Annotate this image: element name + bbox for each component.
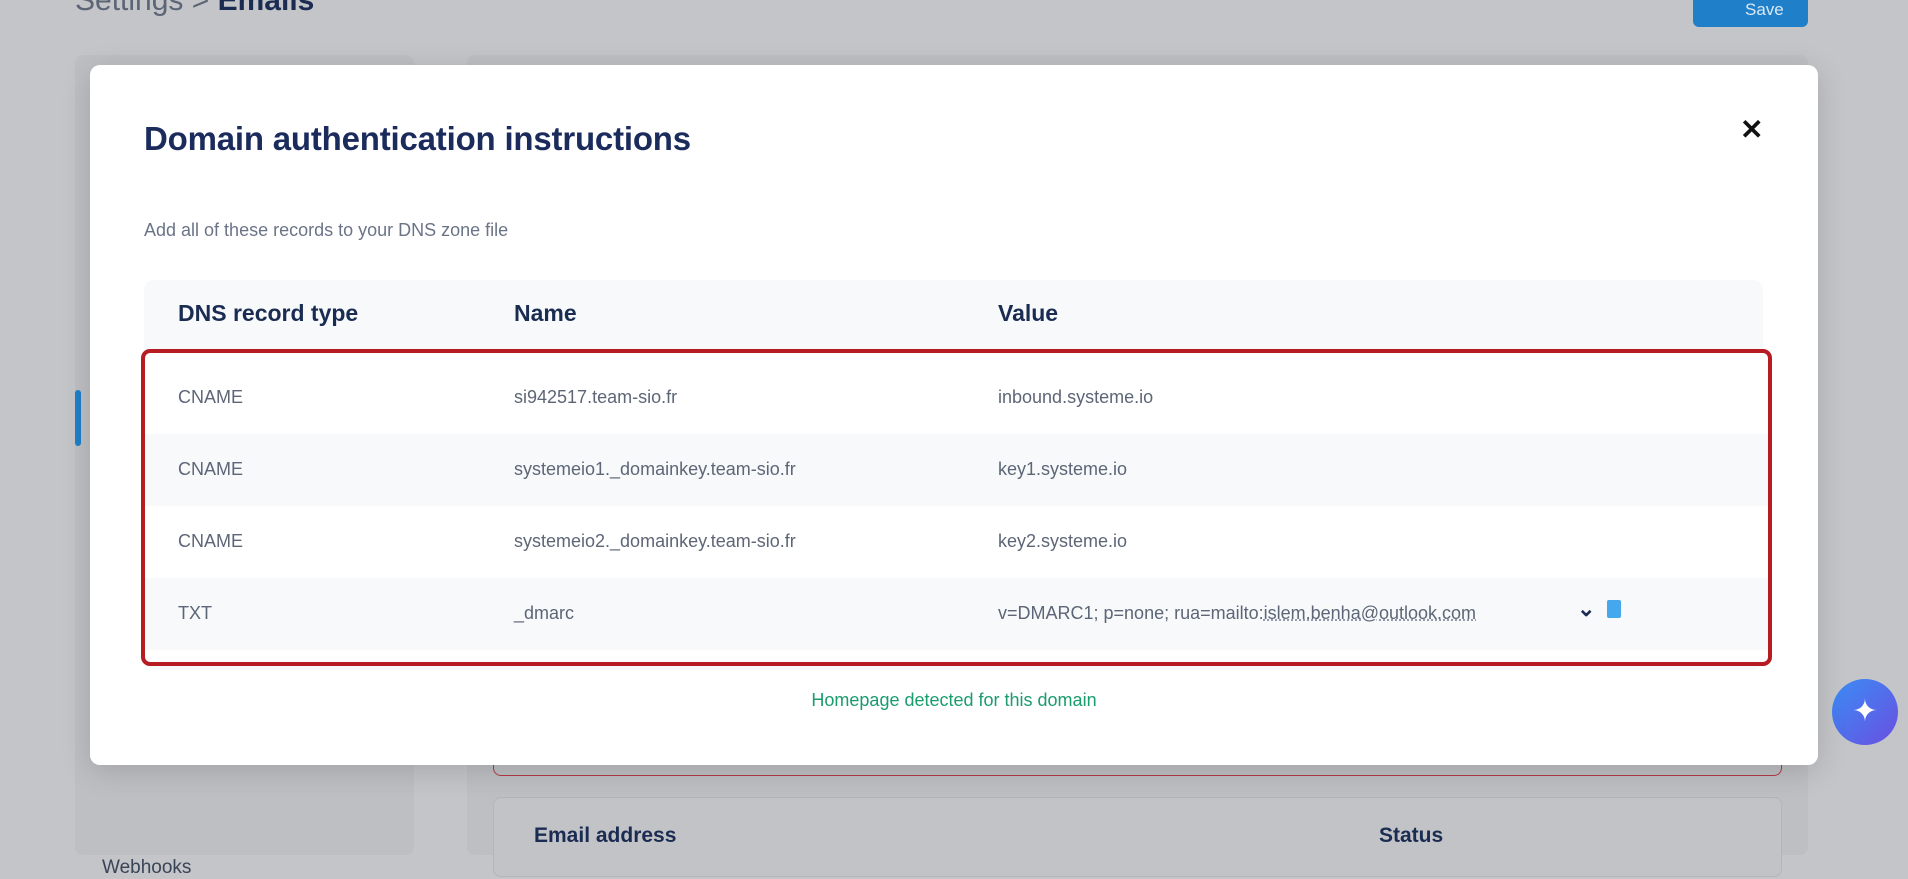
record-value: inbound.systeme.io <box>998 387 1154 407</box>
sidebar-item-webhooks[interactable]: Webhooks <box>102 857 192 878</box>
record-name: systemeio1._domainkey.team-sio.fr <box>514 459 796 479</box>
sparkle-icon: ✦ <box>1852 695 1878 728</box>
breadcrumb-separator: > <box>191 0 210 17</box>
active-indicator <box>75 390 81 446</box>
ai-assistant-button[interactable]: ✦ <box>1832 679 1898 745</box>
copy-icon[interactable] <box>1603 600 1621 621</box>
table-row: CNAME si942517.team-sio.fr inbound.syste… <box>145 362 1768 434</box>
breadcrumb: Settings > Emails <box>75 0 314 18</box>
record-name: _dmarc <box>514 603 575 623</box>
save-label: Save <box>1745 0 1784 19</box>
save-button[interactable]: Save <box>1693 0 1808 27</box>
th-value: Value <box>998 300 1059 326</box>
record-type: TXT <box>178 603 212 623</box>
modal-subtitle: Add all of these records to your DNS zon… <box>144 220 509 240</box>
modal-title: Domain authentication instructions <box>144 120 691 157</box>
table-row: CNAME systemeio2._domainkey.team-sio.fr … <box>145 506 1768 578</box>
record-name: systemeio2._domainkey.team-sio.fr <box>514 531 796 551</box>
th-type: DNS record type <box>178 300 359 326</box>
email-table: Email address Status <box>493 797 1782 877</box>
domain-auth-modal: Domain authentication instructions ✕ Add… <box>90 65 1818 765</box>
table-row: TXT _dmarc v=DMARC1; p=none; rua=mailto:… <box>145 578 1768 650</box>
record-value: key2.systeme.io <box>998 531 1128 551</box>
record-type: CNAME <box>178 387 244 407</box>
th-email: Email address <box>534 824 677 847</box>
record-value: v=DMARC1; p=none; rua=mailto:islem.benha… <box>998 603 1476 624</box>
chevron-down-icon[interactable]: ⌄ <box>1577 596 1596 621</box>
record-name: si942517.team-sio.fr <box>514 387 678 407</box>
breadcrumb-current: Emails <box>217 0 315 17</box>
breadcrumb-parent[interactable]: Settings <box>75 0 184 17</box>
record-type: CNAME <box>178 531 244 551</box>
record-value-text: v=DMARC1; p=none; rua=mailto: <box>998 603 1264 623</box>
highlighted-records: CNAME si942517.team-sio.fr inbound.syste… <box>141 349 1772 666</box>
record-value-email: islem.benha@outlook.com <box>1263 603 1477 623</box>
homepage-status: Homepage detected for this domain <box>811 690 1097 710</box>
th-name: Name <box>514 300 577 326</box>
close-icon[interactable]: ✕ <box>1740 114 1764 145</box>
record-type: CNAME <box>178 459 244 479</box>
record-value: key1.systeme.io <box>998 459 1128 479</box>
table-row: CNAME systemeio1._domainkey.team-sio.fr … <box>145 434 1768 506</box>
th-status: Status <box>1379 824 1444 847</box>
